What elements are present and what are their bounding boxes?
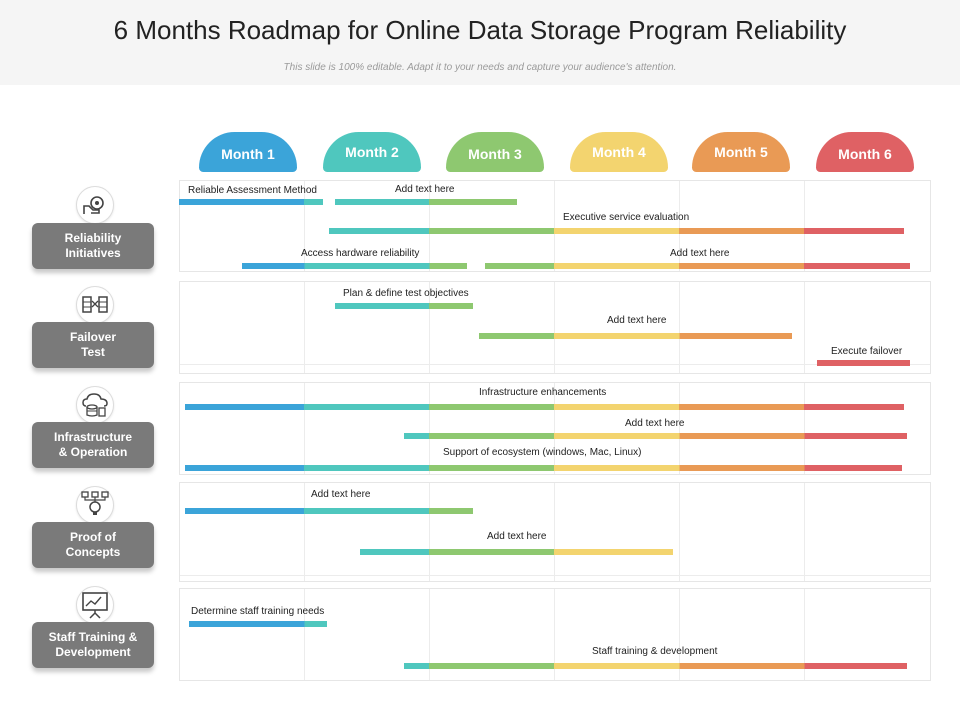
category-failover-test: Failover Test (32, 322, 154, 368)
task-bar (185, 404, 904, 410)
grid-failover (179, 281, 931, 374)
task-bar (185, 465, 902, 471)
grid-reliability (179, 180, 931, 272)
month-5-header: Month 5 (692, 132, 790, 172)
month-6-header: Month 6 (816, 132, 914, 172)
presentation-board-icon (76, 586, 114, 624)
task-bar (404, 433, 907, 439)
task-bar (404, 663, 907, 669)
header: 6 Months Roadmap for Online Data Storage… (0, 0, 960, 85)
page-title: 6 Months Roadmap for Online Data Storage… (113, 15, 847, 45)
task-label: Staff training & development (592, 646, 718, 657)
task-label: Add text here (607, 315, 667, 326)
task-label: Add text here (670, 248, 730, 259)
task-bar (179, 199, 323, 205)
task-label: Support of ecosystem (windows, Mac, Linu… (443, 447, 642, 458)
task-label: Execute failover (831, 346, 903, 357)
category-proof-of-concepts: Proof of Concepts (32, 522, 154, 568)
task-bar (241, 263, 467, 269)
server-exchange-icon (76, 286, 114, 324)
hand-gear-icon (76, 186, 114, 224)
category-reliability-initiatives: Reliability Initiatives (32, 223, 154, 269)
task-label: Add text here (311, 489, 371, 500)
month-1-header: Month 1 (199, 132, 297, 172)
task-label: Executive service evaluation (563, 212, 690, 223)
task-label: Plan & define test objectives (343, 288, 469, 299)
category-infrastructure-operation: Infrastructure & Operation (32, 422, 154, 468)
task-bar (360, 549, 673, 555)
grid-infrastructure (179, 382, 931, 475)
month-2-header: Month 2 (323, 132, 421, 172)
task-label: Add text here (487, 531, 547, 542)
idea-network-icon (76, 486, 114, 524)
task-bar (185, 508, 473, 514)
task-bar (335, 199, 517, 205)
category-staff-training-development: Staff Training & Development (32, 622, 154, 668)
task-bar (816, 360, 911, 366)
task-bar (479, 333, 792, 339)
page-subtitle: This slide is 100% editable. Adapt it to… (283, 62, 677, 73)
task-label: Access hardware reliability (301, 248, 420, 259)
task-label: Add text here (625, 418, 685, 429)
task-bar (189, 621, 327, 627)
month-4-header: Month 4 (570, 132, 668, 172)
grid-proof (179, 482, 931, 582)
task-label: Add text here (395, 184, 455, 195)
task-bar (329, 228, 904, 234)
task-bar (485, 263, 911, 269)
task-label: Reliable Assessment Method (188, 185, 317, 196)
month-3-header: Month 3 (446, 132, 544, 172)
task-bar (335, 303, 473, 309)
task-label: Determine staff training needs (191, 606, 325, 617)
task-label: Infrastructure enhancements (479, 387, 607, 398)
cloud-database-icon (76, 386, 114, 424)
